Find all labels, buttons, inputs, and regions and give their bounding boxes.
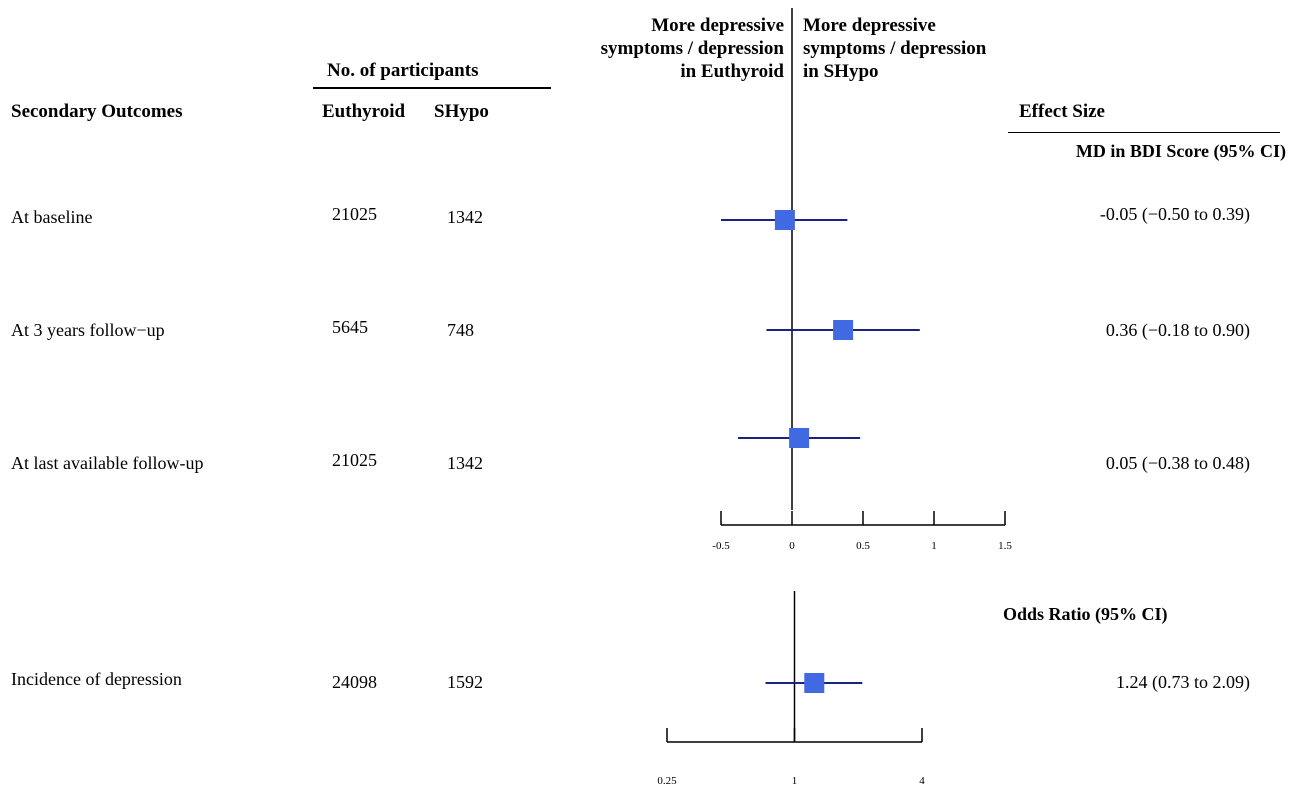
euthyroid-header: Euthyroid	[322, 101, 406, 122]
row-shypo-incidence: 1592	[447, 672, 483, 692]
md-section-label: MD in BDI Score (95% CI)	[1075, 141, 1286, 161]
participants-underline	[313, 87, 551, 89]
x-tick-label-1-0: 0.25	[657, 775, 677, 787]
row-shypo-last: 1342	[447, 453, 483, 473]
x-tick-label-1-2: 4	[919, 775, 925, 787]
point-estimate-0-2	[789, 428, 810, 448]
point-estimate-0-0	[774, 210, 795, 230]
row-label-incidence: Incidence of depression	[11, 669, 182, 689]
row-euthyroid-incidence: 24098	[332, 672, 377, 692]
left-direction-line-2: symptoms / depression	[600, 38, 784, 59]
x-tick-label-0-2: 0.5	[856, 540, 870, 552]
secondary-outcomes-header: Secondary Outcomes	[11, 101, 183, 122]
x-tick-label-1-1: 1	[792, 775, 798, 787]
shypo-header: SHypo	[434, 101, 489, 122]
left-direction-line-3: in Euthyroid	[680, 61, 784, 82]
participants-header: No. of participants	[327, 60, 479, 81]
x-tick-label-0-0: -0.5	[712, 540, 730, 552]
x-tick-label-0-1: 0	[789, 540, 795, 552]
right-direction-line-2: symptoms / depression	[803, 38, 987, 59]
effect-size-header: Effect Size	[1019, 101, 1105, 122]
x-tick-label-0-4: 1.5	[998, 540, 1012, 552]
or-section-label: Odds Ratio (95% CI)	[1003, 604, 1168, 624]
row-euthyroid-last: 21025	[332, 450, 377, 470]
row-label-3years: At 3 years follow−up	[11, 320, 165, 340]
left-direction-line-1: More depressive	[651, 15, 784, 36]
row-euthyroid-baseline: 21025	[332, 204, 377, 224]
row-shypo-3years: 748	[447, 320, 474, 340]
row-shypo-baseline: 1342	[447, 207, 483, 227]
row-effect-incidence: 1.24 (0.73 to 2.09)	[1116, 672, 1250, 692]
row-euthyroid-3years: 5645	[332, 317, 368, 337]
point-estimate-0-1	[833, 320, 854, 340]
x-tick-label-0-3: 1	[931, 540, 937, 552]
row-effect-last: 0.05 (−0.38 to 0.48)	[1105, 453, 1250, 473]
row-label-last: At last available follow-up	[11, 453, 204, 473]
point-estimate-1-0	[804, 673, 825, 693]
row-effect-3years: 0.36 (−0.18 to 0.90)	[1105, 320, 1250, 340]
row-label-baseline: At baseline	[11, 207, 93, 227]
right-direction-line-1: More depressive	[803, 15, 936, 36]
effect-size-underline	[1008, 132, 1280, 133]
right-direction-line-3: in SHypo	[803, 61, 879, 82]
row-effect-baseline: -0.05 (−0.50 to 0.39)	[1099, 204, 1250, 224]
